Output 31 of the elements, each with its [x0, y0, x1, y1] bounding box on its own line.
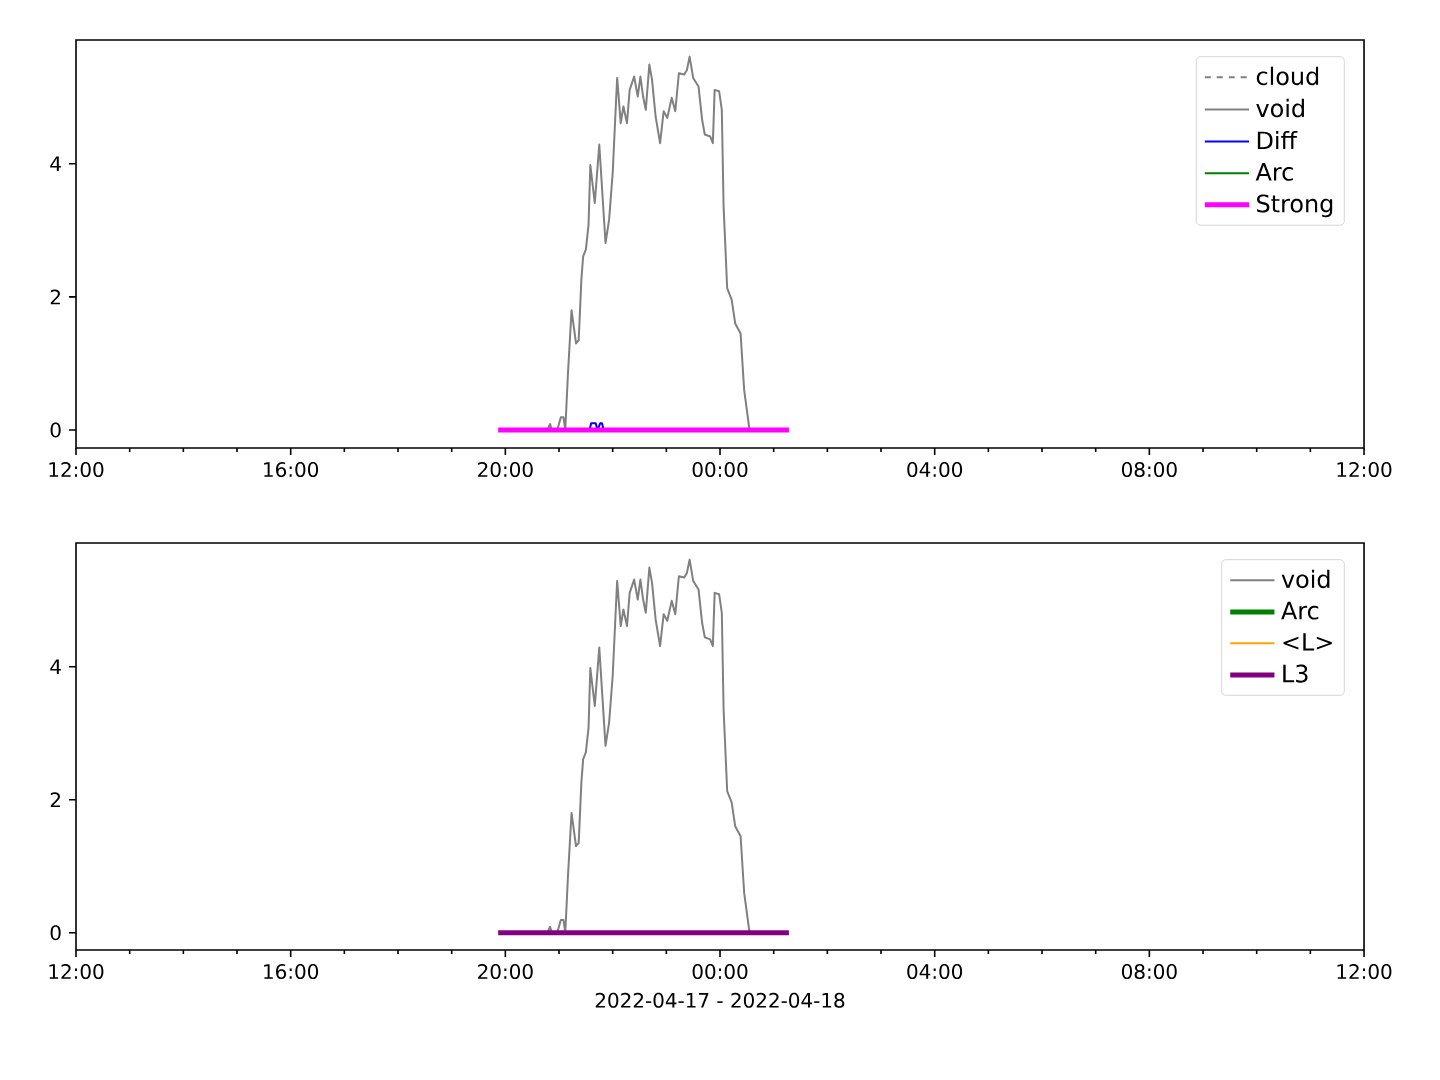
legend-label: L3 — [1283, 664, 1308, 683]
x-tick-label: 12:00 — [1337, 461, 1392, 478]
x-tick-label: 12:00 — [49, 461, 104, 478]
x-tick-label: 16:00 — [264, 461, 319, 478]
x-tick-label: 16:00 — [264, 964, 319, 980]
x-tick-label: 12:00 — [49, 964, 104, 980]
legend-label: void — [1256, 98, 1304, 118]
legend-label: <L> — [1283, 633, 1332, 651]
legend-label: Diff — [1257, 130, 1298, 150]
x-tick-label: 04:00 — [907, 964, 963, 980]
legend-label: Arc — [1255, 163, 1293, 181]
x-tick-label: 20:00 — [478, 461, 533, 478]
y-tick-label: 0 — [50, 925, 61, 941]
y-tick-label: 0 — [50, 422, 61, 438]
x-tick-label: 00:00 — [692, 461, 748, 478]
x-tick-label: 20:00 — [478, 964, 533, 980]
legend-label: Strong — [1257, 194, 1333, 218]
y-tick-label: 2 — [50, 792, 60, 808]
y-tick-label: 4 — [50, 156, 61, 172]
y-tick-label: 2 — [50, 289, 60, 305]
x-axis-title: 2022-04-17 - 2022-04-18 — [595, 992, 845, 1008]
x-tick-label: 08:00 — [1121, 964, 1177, 980]
legend-label: void — [1281, 569, 1330, 589]
line-series — [546, 55, 751, 431]
legend-label: Arc — [1281, 601, 1319, 620]
y-tick-label: 4 — [50, 659, 61, 674]
x-tick-label: 08:00 — [1121, 461, 1177, 478]
x-tick-label: 00:00 — [692, 964, 748, 980]
x-tick-label: 04:00 — [907, 461, 963, 478]
x-tick-label: 12:00 — [1337, 964, 1392, 980]
legend-label: cloud — [1256, 66, 1319, 86]
